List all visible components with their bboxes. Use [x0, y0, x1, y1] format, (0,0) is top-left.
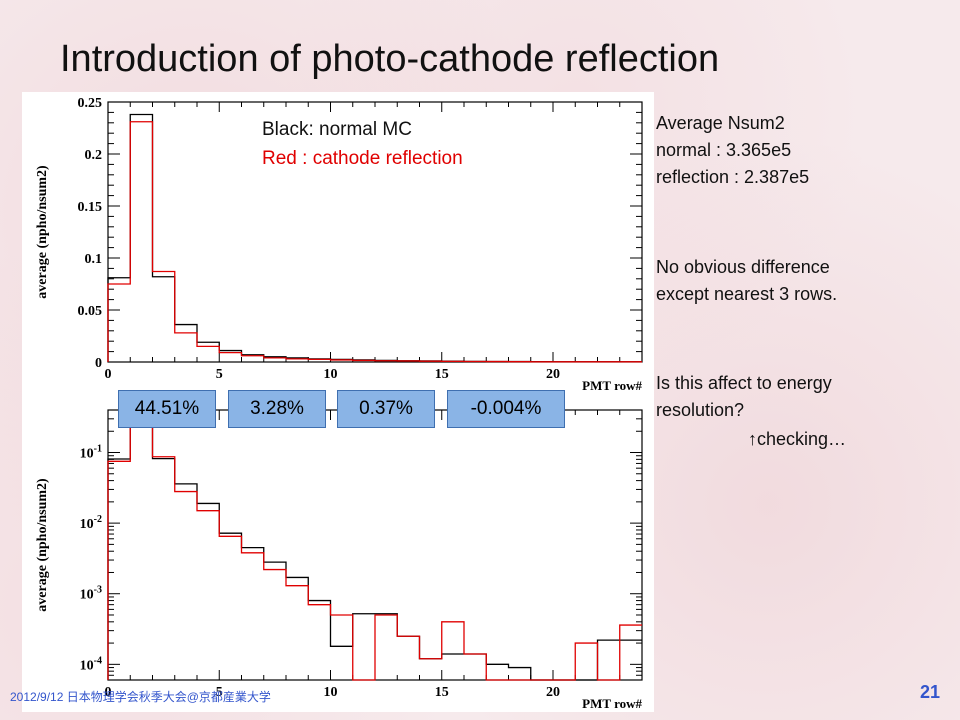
legend-black-label: Black: normal MC	[262, 119, 412, 140]
y-tick-label: 10-3	[80, 585, 102, 603]
x-axis-label: PMT row#	[582, 378, 642, 393]
avg-reflection: reflection : 2.387e5	[656, 167, 810, 187]
slide-title: Introduction of photo-cathode reflection	[60, 38, 720, 80]
diff-note-1: No obvious difference	[656, 257, 830, 277]
legend-red-label: Red : cathode reflection	[262, 148, 463, 169]
percent-box-row2: 3.28%	[228, 390, 326, 428]
percent-box-row4: -0.004%	[447, 390, 565, 428]
x-tick-label: 15	[435, 685, 449, 700]
y-axis-label: average (npho/nsum2)	[35, 165, 50, 299]
avg-normal: normal : 3.365e5	[656, 140, 792, 160]
y-tick-label: 0.25	[78, 96, 103, 111]
diff-note-2: except nearest 3 rows.	[656, 284, 838, 304]
avg-title: Average Nsum2	[656, 113, 785, 133]
histogram-normal-series-1	[107, 425, 642, 681]
x-axis-label: PMT row#	[582, 696, 642, 711]
x-tick-label: 20	[546, 367, 560, 382]
percent-box-row1: 44.51%	[118, 390, 216, 428]
footer-date: 2012/9/12 日本物理学会秋季大会@京都産業大学	[10, 690, 271, 704]
y-tick-label: 0.1	[85, 252, 103, 267]
y-tick-label: 10-1	[80, 444, 102, 462]
x-tick-label: 5	[216, 367, 223, 382]
x-tick-label: 10	[324, 367, 338, 382]
x-tick-label: 15	[435, 367, 449, 382]
histogram-reflection-series-1	[107, 426, 642, 681]
y-axis-label: average (npho/nsum2)	[35, 478, 50, 612]
histogram-reflection-series-0	[107, 121, 642, 363]
question-2: resolution?	[656, 400, 745, 420]
y-tick-label: 0.05	[78, 304, 103, 319]
plot-frame-0	[107, 101, 643, 363]
x-tick-label: 10	[324, 685, 338, 700]
x-tick-label: 20	[546, 685, 560, 700]
percent-box-row3: 0.37%	[337, 390, 435, 428]
x-tick-label: 0	[105, 685, 112, 700]
page-number: 21	[920, 682, 941, 702]
question-1: Is this affect to energy	[656, 373, 832, 393]
y-tick-label: 0.15	[78, 200, 103, 215]
y-tick-label: 10-2	[80, 514, 102, 532]
checking-note: ↑checking…	[748, 429, 847, 449]
y-tick-label: 10-4	[80, 655, 102, 673]
y-tick-label: 0	[95, 356, 102, 371]
y-tick-label: 0.2	[85, 148, 103, 163]
x-tick-label: 5	[216, 685, 223, 700]
x-tick-label: 0	[105, 367, 112, 382]
